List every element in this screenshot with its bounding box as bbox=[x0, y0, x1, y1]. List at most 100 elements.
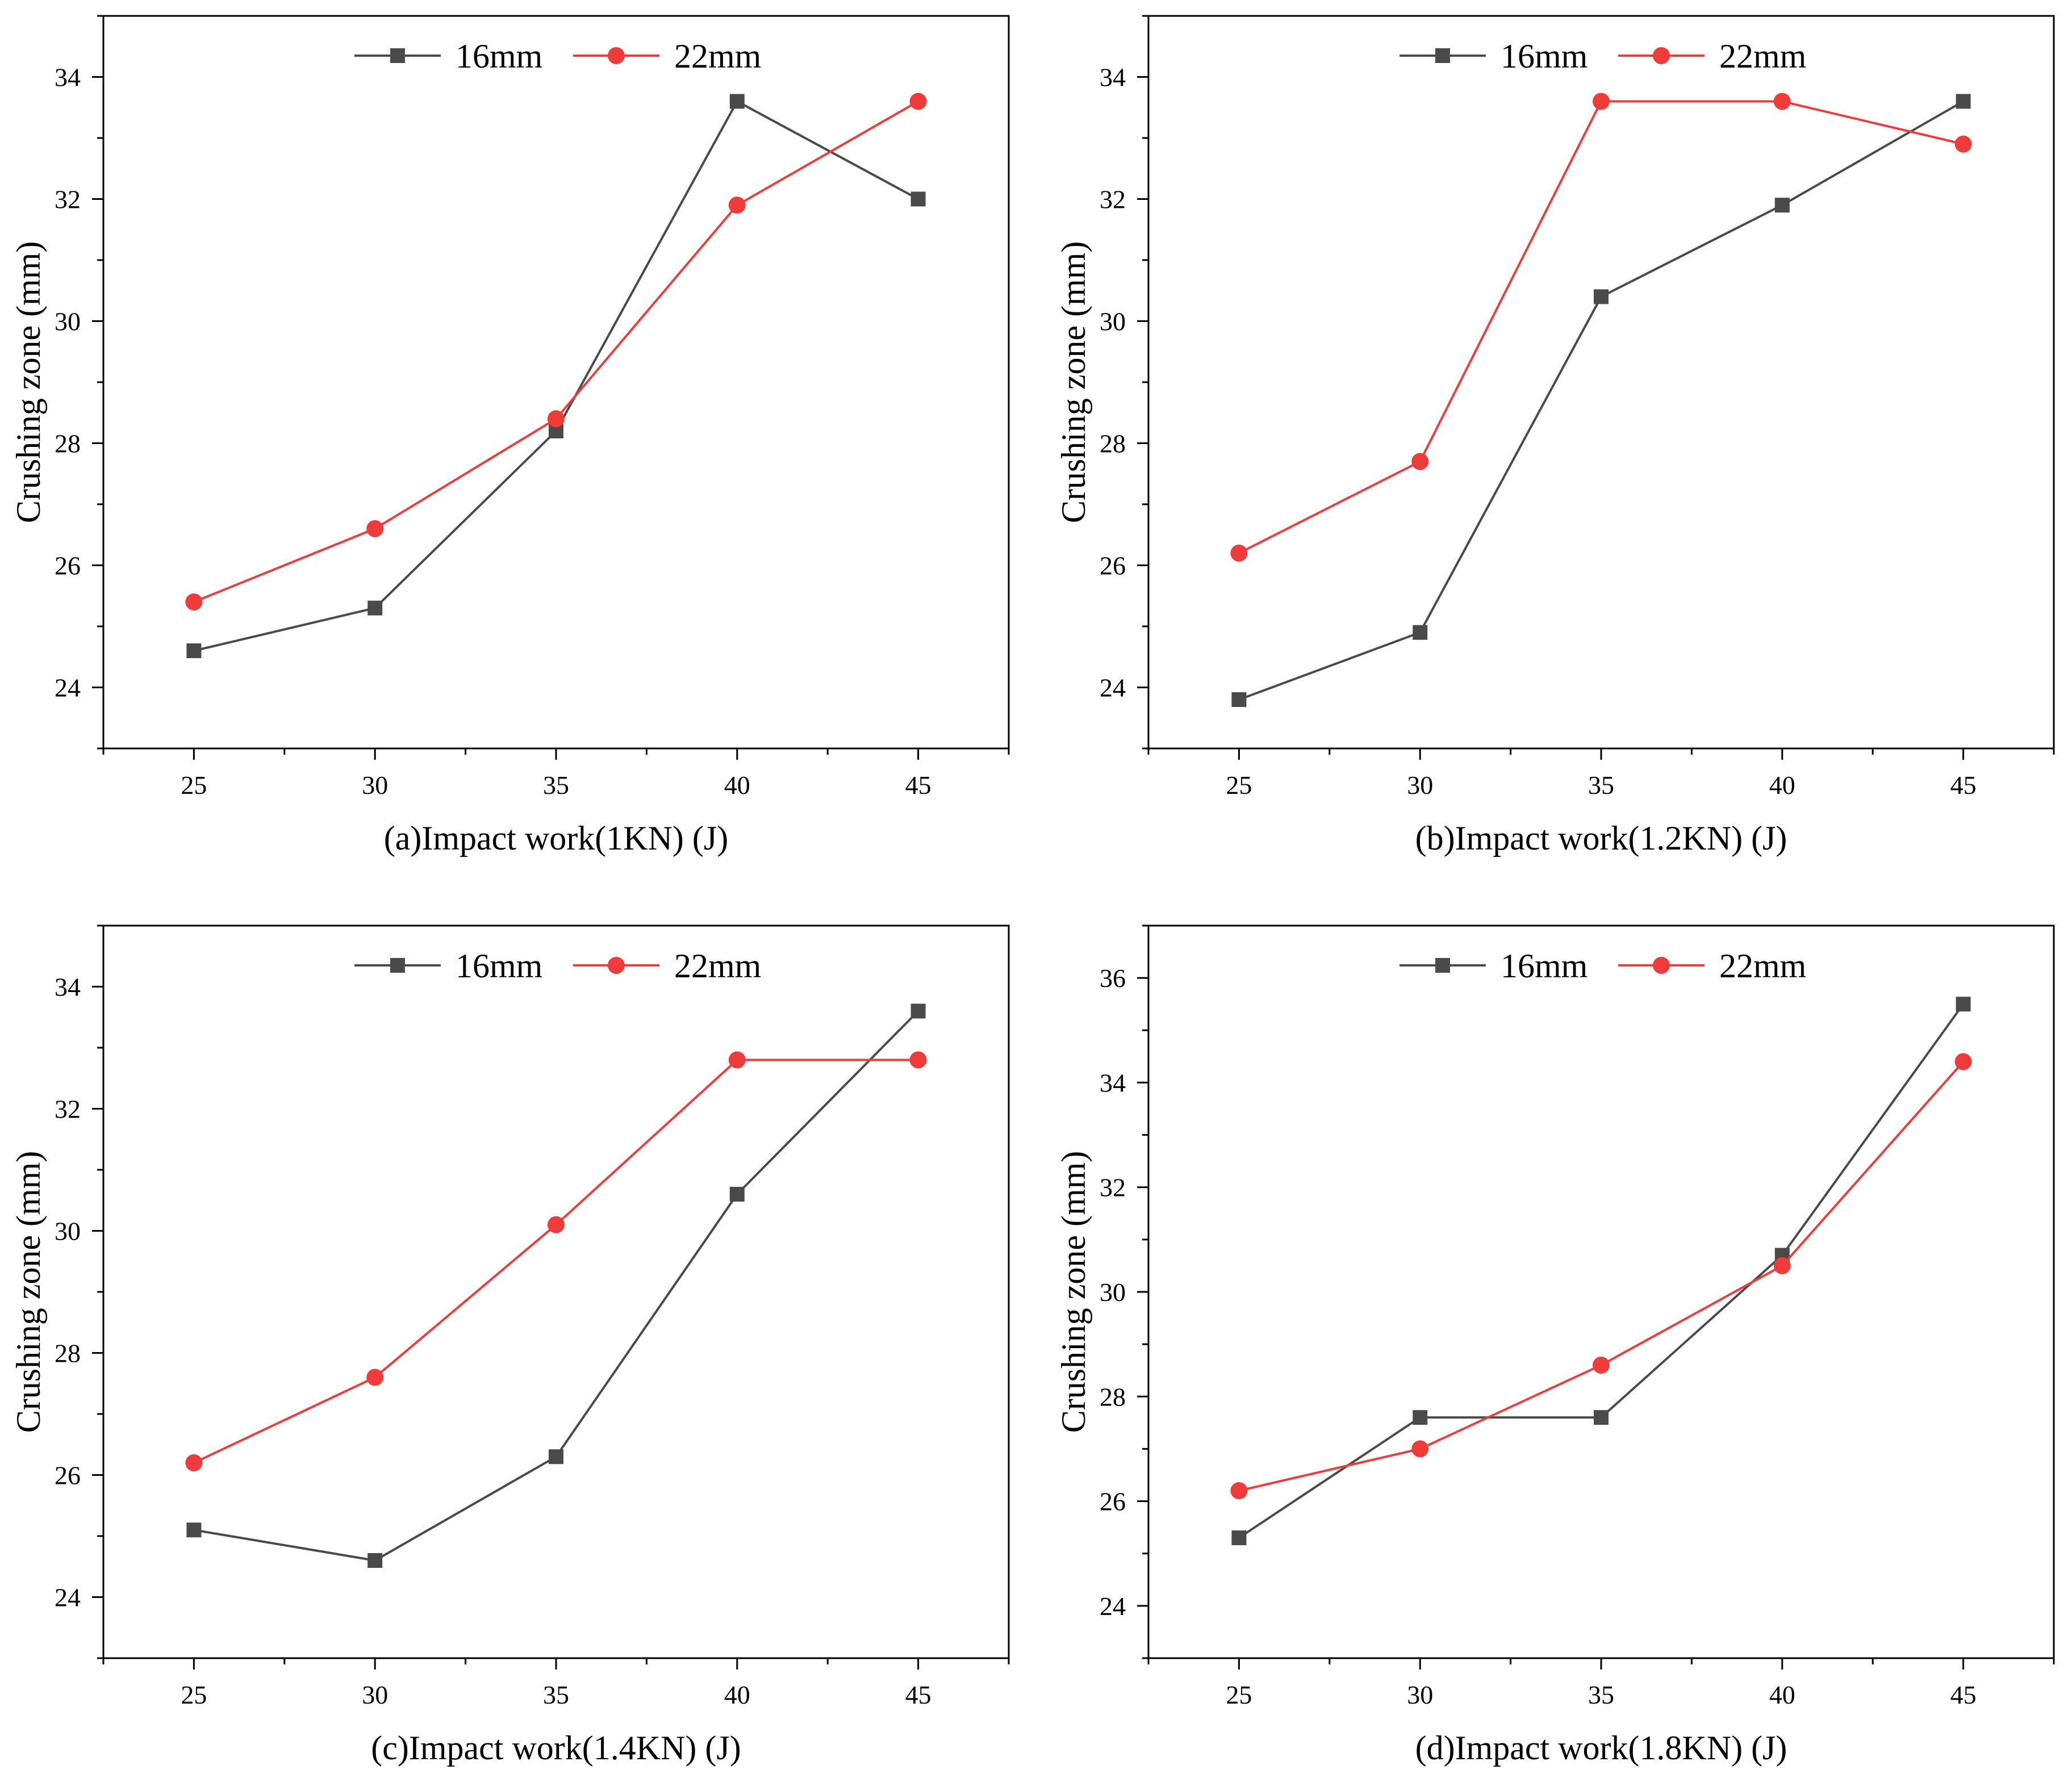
data-point-22mm bbox=[1230, 545, 1248, 562]
x-tick-label: 40 bbox=[1769, 771, 1795, 800]
legend-item-22mm: 22mm bbox=[1618, 947, 1806, 985]
data-point-16mm bbox=[1956, 997, 1971, 1012]
y-tick-label: 26 bbox=[1100, 551, 1126, 580]
y-axis-title: Crushing zone (mm) bbox=[1055, 1151, 1092, 1433]
data-point-22mm bbox=[366, 1369, 384, 1386]
legend-marker bbox=[608, 47, 625, 64]
x-tick-label: 35 bbox=[1588, 771, 1614, 800]
data-point-22mm bbox=[1593, 1357, 1610, 1374]
data-point-22mm bbox=[366, 520, 384, 537]
legend-label: 22mm bbox=[674, 947, 761, 985]
x-tick-label: 45 bbox=[1950, 1680, 1977, 1709]
legend-item-16mm: 16mm bbox=[354, 37, 542, 75]
legend-marker bbox=[390, 48, 405, 63]
y-tick-label: 34 bbox=[1100, 1068, 1126, 1097]
series-line-16mm bbox=[1238, 1003, 1965, 1539]
y-tick-label: 24 bbox=[1100, 1592, 1126, 1621]
y-tick-label: 32 bbox=[55, 185, 81, 214]
data-point-22mm bbox=[1954, 1053, 1972, 1070]
y-tick-label: 26 bbox=[55, 551, 81, 580]
x-tick-label: 40 bbox=[724, 1680, 750, 1709]
y-tick-label: 34 bbox=[1100, 63, 1126, 92]
legend-label: 16mm bbox=[456, 947, 542, 985]
data-point-22mm bbox=[1411, 1440, 1429, 1458]
series-line-22mm bbox=[1238, 100, 1964, 554]
x-tick-label: 45 bbox=[905, 1680, 931, 1709]
data-point-16mm bbox=[1956, 94, 1971, 109]
legend-item-22mm: 22mm bbox=[573, 947, 761, 985]
y-tick-label: 28 bbox=[55, 1339, 81, 1368]
x-tick-label: 30 bbox=[1407, 771, 1433, 800]
y-tick-label: 30 bbox=[55, 307, 81, 336]
y-tick-label: 24 bbox=[55, 673, 81, 702]
data-point-16mm bbox=[1413, 625, 1428, 640]
x-tick-label: 25 bbox=[181, 771, 207, 800]
y-tick-label: 34 bbox=[55, 973, 81, 1002]
data-point-16mm bbox=[1231, 1530, 1247, 1546]
data-point-16mm bbox=[1413, 1410, 1428, 1425]
x-tick-label: 30 bbox=[1407, 1680, 1433, 1709]
x-tick-label: 45 bbox=[1950, 771, 1977, 800]
x-tick-label: 35 bbox=[1588, 1680, 1614, 1709]
y-axis-title: Crushing zone (mm) bbox=[1055, 241, 1092, 524]
y-tick-label: 24 bbox=[1100, 673, 1126, 702]
legend-marker bbox=[608, 957, 625, 974]
y-tick-label: 26 bbox=[55, 1461, 81, 1490]
x-tick-label: 45 bbox=[905, 771, 931, 800]
y-tick-label: 36 bbox=[1100, 964, 1126, 993]
legend-label: 16mm bbox=[456, 37, 542, 75]
y-tick-label: 28 bbox=[1100, 1382, 1126, 1411]
data-point-16mm bbox=[186, 643, 202, 658]
x-tick-label: 25 bbox=[181, 1680, 207, 1709]
chart-panel-c: 25 30 35 40 45 24 26 28 30 32 34 (c)Impact work(1.4… bbox=[10, 924, 1010, 1767]
legend-marker bbox=[1653, 957, 1670, 974]
legend-marker bbox=[1435, 48, 1450, 63]
y-tick-label: 30 bbox=[1100, 307, 1126, 336]
y-tick-label: 28 bbox=[1100, 429, 1126, 458]
legend-marker bbox=[390, 958, 405, 973]
y-tick-label: 24 bbox=[55, 1583, 81, 1612]
legend-marker bbox=[1435, 958, 1450, 973]
plot-frame bbox=[102, 924, 1010, 1659]
y-tick-label: 32 bbox=[55, 1095, 81, 1124]
series-line-22mm bbox=[193, 100, 919, 603]
data-point-22mm bbox=[909, 1051, 927, 1069]
data-point-16mm bbox=[367, 600, 383, 616]
data-point-16mm bbox=[1594, 1410, 1609, 1425]
x-tick-label: 40 bbox=[1769, 1680, 1795, 1709]
series-line-16mm bbox=[193, 99, 919, 652]
legend-marker bbox=[1653, 47, 1670, 64]
y-tick-label: 32 bbox=[1100, 185, 1126, 214]
data-point-22mm bbox=[185, 1454, 203, 1471]
plot-frame bbox=[1147, 15, 2055, 750]
y-axis-title: Crushing zone (mm) bbox=[10, 241, 47, 524]
x-axis-title: (d)Impact work(1.8KN) (J) bbox=[1415, 1729, 1787, 1767]
data-point-16mm bbox=[549, 1449, 563, 1465]
y-tick-label: 28 bbox=[55, 429, 81, 458]
data-point-16mm bbox=[186, 1522, 202, 1538]
data-point-16mm bbox=[910, 1003, 926, 1019]
data-point-22mm bbox=[1411, 453, 1429, 470]
data-point-22mm bbox=[1593, 93, 1610, 110]
x-axis-title: (c)Impact work(1.4KN) (J) bbox=[371, 1729, 741, 1767]
legend-label: 16mm bbox=[1501, 947, 1588, 985]
data-point-16mm bbox=[1231, 692, 1247, 707]
data-point-22mm bbox=[185, 593, 203, 610]
x-axis-title: (a)Impact work(1KN) (J) bbox=[384, 819, 728, 857]
x-tick-label: 30 bbox=[362, 771, 388, 800]
data-point-22mm bbox=[728, 196, 746, 214]
y-tick-label: 34 bbox=[55, 63, 81, 92]
x-tick-label: 35 bbox=[543, 771, 569, 800]
y-tick-label: 30 bbox=[1100, 1278, 1126, 1307]
legend-label: 22mm bbox=[674, 37, 761, 75]
data-point-22mm bbox=[1954, 135, 1972, 153]
legend-item-16mm: 16mm bbox=[1400, 947, 1588, 985]
data-point-16mm bbox=[1774, 198, 1790, 213]
x-tick-label: 35 bbox=[543, 1680, 569, 1709]
chart-panel-d: 25 30 35 40 45 24 26 28 30 32 34 36 (d)Impact work(1… bbox=[1055, 924, 2055, 1767]
x-axis-title: (b)Impact work(1.2KN) (J) bbox=[1415, 819, 1787, 857]
data-point-22mm bbox=[548, 1216, 565, 1233]
series-line-22mm bbox=[1238, 1061, 1965, 1492]
data-point-16mm bbox=[729, 1187, 745, 1202]
plot-frame bbox=[102, 15, 1010, 750]
